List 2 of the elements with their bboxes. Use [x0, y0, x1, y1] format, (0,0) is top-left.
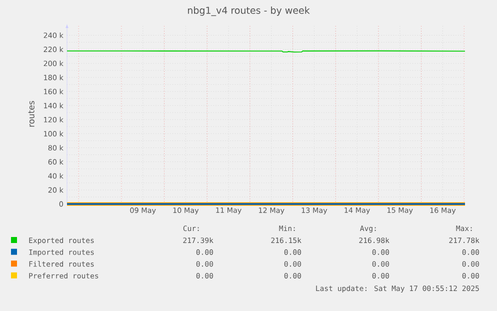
y-axis-title: routes: [28, 100, 34, 127]
chart-title: nbg1_v4 routes - by week: [188, 6, 310, 16]
